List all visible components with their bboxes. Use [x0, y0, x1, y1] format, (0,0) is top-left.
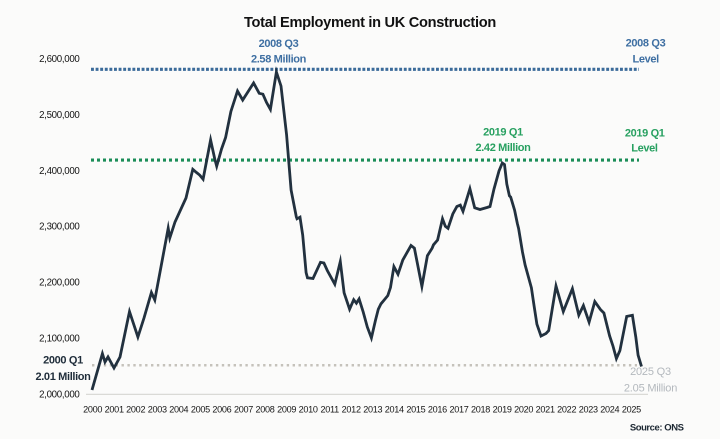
svg-text:2005: 2005: [191, 405, 210, 415]
svg-text:2024: 2024: [600, 405, 619, 415]
svg-text:2010: 2010: [299, 405, 318, 415]
svg-text:2008 Q3: 2008 Q3: [626, 38, 666, 50]
svg-text:2000 Q1: 2000 Q1: [43, 355, 83, 367]
svg-text:2019: 2019: [493, 405, 512, 415]
svg-text:2013: 2013: [363, 405, 382, 415]
svg-text:2008 Q3: 2008 Q3: [259, 38, 299, 50]
svg-text:2003: 2003: [148, 405, 167, 415]
svg-text:2002: 2002: [126, 405, 145, 415]
svg-text:2012: 2012: [342, 405, 361, 415]
svg-text:2,400,000: 2,400,000: [39, 166, 80, 177]
svg-text:2.58 Million: 2.58 Million: [251, 54, 307, 66]
svg-text:2007: 2007: [234, 405, 253, 415]
svg-text:Level: Level: [633, 53, 660, 65]
svg-text:2000: 2000: [83, 405, 102, 415]
svg-text:2017: 2017: [449, 405, 468, 415]
svg-text:2.01 Million: 2.01 Million: [35, 371, 91, 383]
svg-text:2.05 Million: 2.05 Million: [624, 382, 677, 394]
svg-text:2016: 2016: [428, 405, 447, 415]
svg-text:2019 Q1: 2019 Q1: [625, 127, 665, 139]
svg-text:2019 Q1: 2019 Q1: [483, 126, 523, 138]
svg-text:Total Employment in UK Constru: Total Employment in UK Construction: [244, 15, 496, 31]
svg-text:2011: 2011: [321, 405, 340, 415]
svg-text:2,300,000: 2,300,000: [39, 222, 80, 233]
svg-text:2001: 2001: [105, 405, 124, 415]
svg-text:2014: 2014: [385, 405, 404, 415]
svg-text:2.42 Million: 2.42 Million: [475, 142, 531, 154]
svg-text:2,500,000: 2,500,000: [39, 110, 80, 121]
svg-text:2,000,000: 2,000,000: [39, 389, 80, 400]
svg-text:Level: Level: [631, 142, 658, 154]
svg-text:2015: 2015: [406, 405, 425, 415]
svg-text:2022: 2022: [557, 405, 576, 415]
svg-text:2020: 2020: [514, 405, 533, 415]
svg-text:2,100,000: 2,100,000: [39, 334, 80, 345]
svg-text:2006: 2006: [212, 405, 231, 415]
svg-text:2008: 2008: [255, 405, 274, 415]
svg-text:Source: ONS: Source: ONS: [630, 423, 684, 434]
svg-text:2,600,000: 2,600,000: [39, 54, 80, 65]
svg-text:2018: 2018: [471, 405, 490, 415]
svg-text:2023: 2023: [579, 405, 598, 415]
svg-text:2009: 2009: [277, 405, 296, 415]
svg-text:2021: 2021: [536, 405, 555, 415]
svg-text:2,200,000: 2,200,000: [39, 278, 80, 289]
svg-text:2004: 2004: [169, 405, 188, 415]
svg-text:2025 Q3: 2025 Q3: [630, 366, 671, 378]
svg-text:2025: 2025: [622, 405, 641, 415]
